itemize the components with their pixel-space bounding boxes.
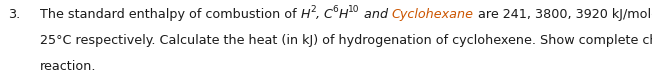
Text: and: and (360, 8, 392, 21)
Text: 25°C respectively. Calculate the heat (in kJ) of hydrogenation of cyclohexene. S: 25°C respectively. Calculate the heat (i… (40, 34, 652, 47)
Text: , C: , C (316, 8, 333, 21)
Text: The standard enthalpy of combustion of: The standard enthalpy of combustion of (40, 8, 301, 21)
Text: Cyclohexane: Cyclohexane (392, 8, 474, 21)
Text: 2: 2 (310, 5, 316, 14)
Text: are 241, 3800, 3920 kJ/mole at: are 241, 3800, 3920 kJ/mole at (474, 8, 652, 21)
Text: H: H (338, 8, 348, 21)
Text: reaction.: reaction. (40, 60, 96, 73)
Text: 10: 10 (348, 5, 360, 14)
Text: 3.: 3. (8, 8, 20, 21)
Text: 6: 6 (333, 5, 338, 14)
Text: H: H (301, 8, 310, 21)
